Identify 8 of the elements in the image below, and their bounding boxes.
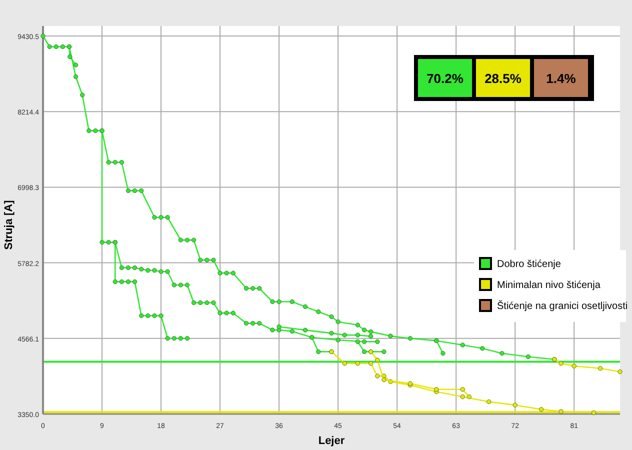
x-axis-title: Lejer	[318, 435, 346, 447]
y-axis-title: Struja [A]	[3, 200, 15, 250]
legend-label: Minimalan nivo štićenja	[497, 280, 601, 291]
legend-label: Dobro štićenje	[497, 259, 562, 270]
legend-label: Štićenje na granici osetljivosti	[497, 300, 628, 312]
annotation: 28.5%	[484, 71, 522, 86]
annotation: 70.2%	[426, 71, 464, 86]
annotation: 1.4%	[546, 71, 576, 86]
